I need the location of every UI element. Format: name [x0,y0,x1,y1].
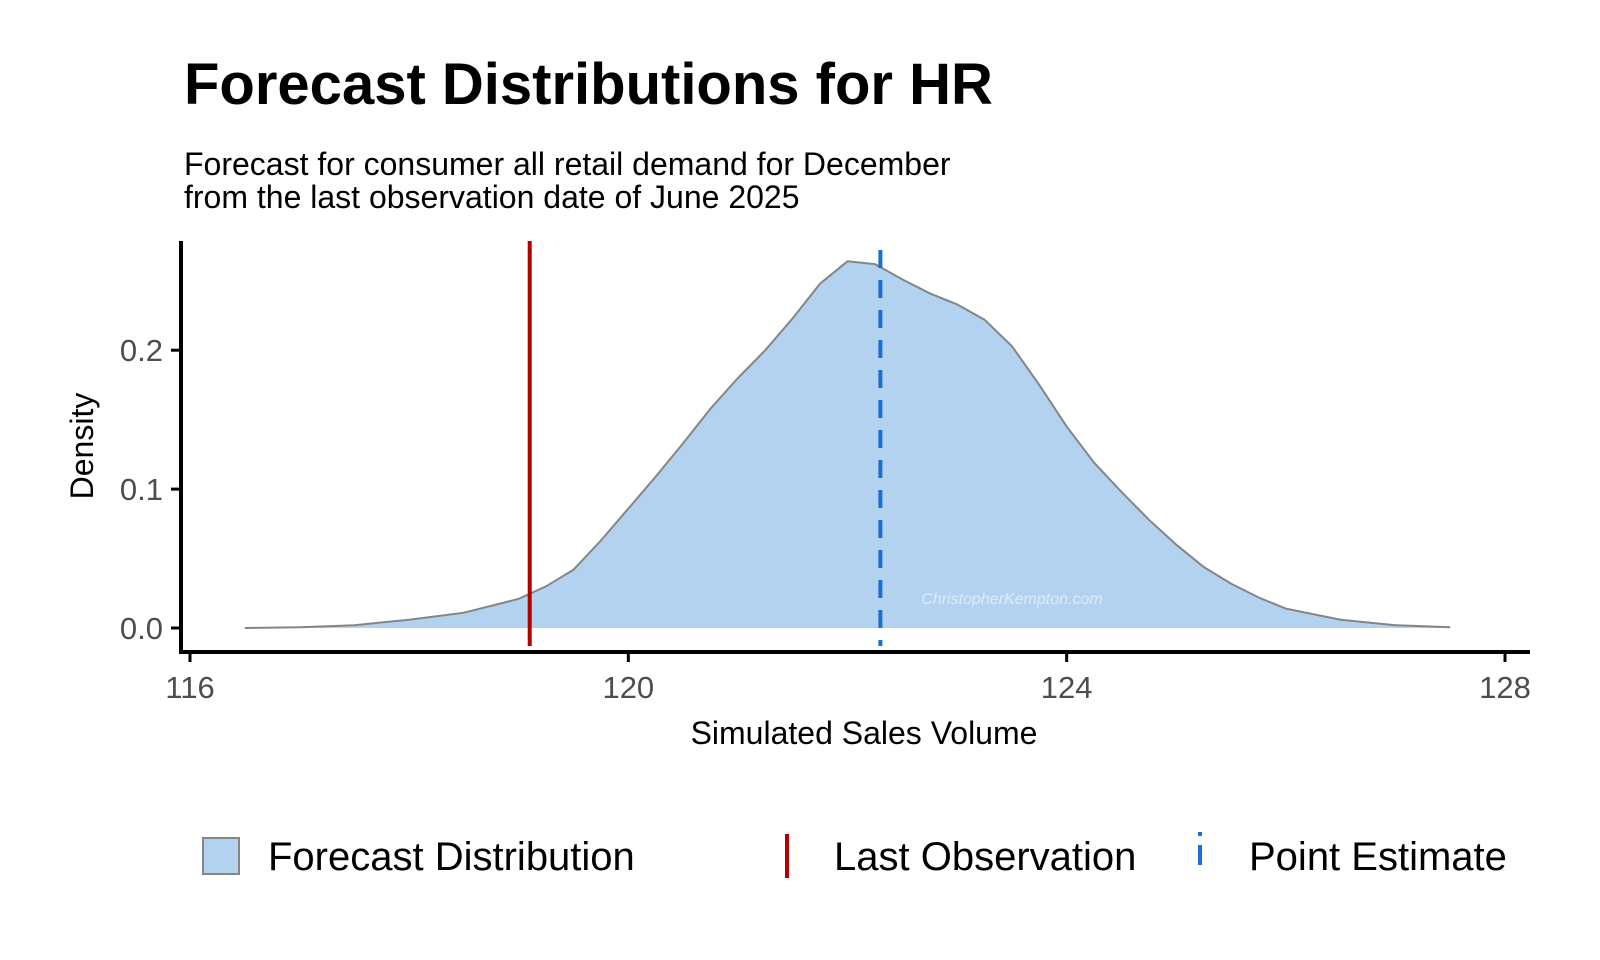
x-tick-label: 124 [1041,670,1093,705]
x-tick-label: 128 [1479,670,1531,705]
legend-label-last-observation: Last Observation [834,835,1136,879]
x-axis-title: Simulated Sales Volume [691,715,1038,751]
axes: 116 120 124 128 0.0 0.1 0.2 Simulated Sales Vol… [64,241,1531,751]
y-tick-label: 0.0 [120,611,163,646]
legend-key-forecast-distribution [202,837,240,875]
subtitle-line-2: from the last observation date of June 2… [184,179,800,215]
y-axis-title: Density [64,393,100,500]
subtitle-line-1: Forecast for consumer all retail demand … [184,146,951,182]
legend: Forecast Distribution Last Observation Poi… [202,832,1507,879]
legend-label-point-estimate: Point Estimate [1249,835,1507,879]
watermark-text: ChristopherKempton.com [921,591,1102,608]
density-outline [244,260,1451,629]
x-tick-label: 120 [602,670,654,705]
plot-area: ChristopherKempton.com [244,241,1451,646]
density-area [244,261,1451,628]
chart-title: Forecast Distributions for HR [184,52,993,117]
legend-label-forecast-distribution: Forecast Distribution [268,835,635,879]
chart-subtitle: Forecast for consumer all retail demand … [184,148,1284,214]
x-tick-label: 116 [165,670,214,705]
y-tick-label: 0.1 [120,472,163,507]
y-tick-label: 0.2 [120,333,163,368]
